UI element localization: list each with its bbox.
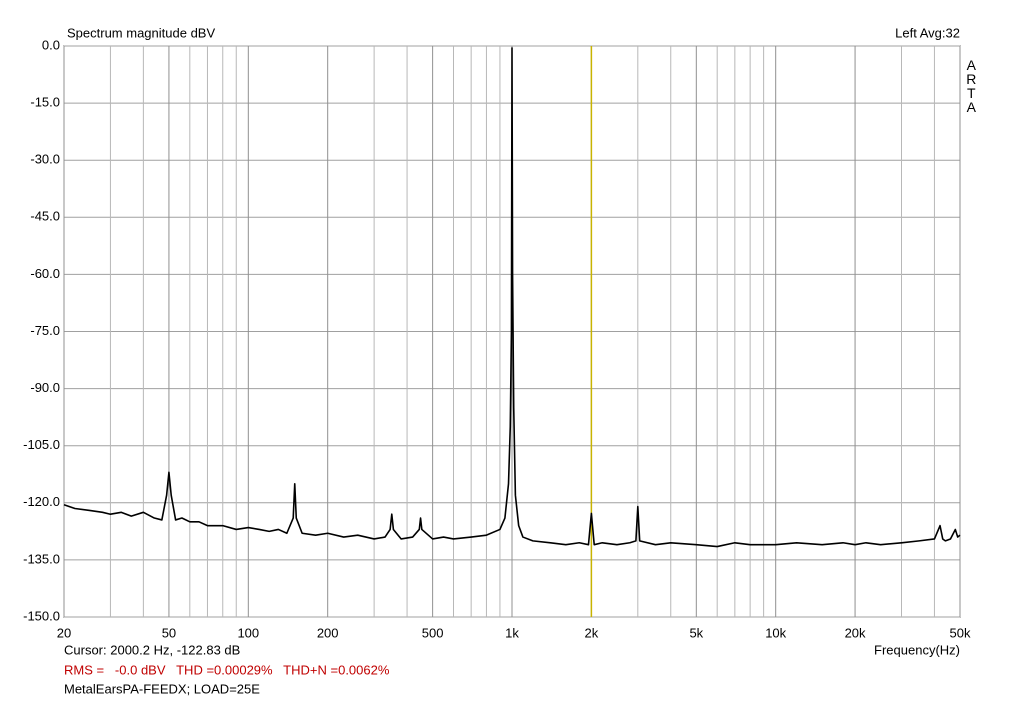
y-tick-label: -75.0 bbox=[30, 323, 60, 338]
y-tick-label: -30.0 bbox=[30, 152, 60, 167]
y-tick-label: -60.0 bbox=[30, 266, 60, 281]
y-tick-label: -135.0 bbox=[23, 551, 60, 566]
x-tick-label: 500 bbox=[422, 625, 444, 640]
x-tick-label: 20 bbox=[57, 625, 71, 640]
x-tick-label: 1k bbox=[505, 625, 519, 640]
y-tick-label: -150.0 bbox=[23, 608, 60, 623]
x-tick-label: 50k bbox=[950, 625, 971, 640]
y-tick-label: -90.0 bbox=[30, 380, 60, 395]
y-tick-label: -45.0 bbox=[30, 209, 60, 224]
footer: MetalEarsPA-FEEDX; LOAD=25E bbox=[64, 681, 260, 696]
x-tick-label: 200 bbox=[317, 625, 339, 640]
x-tick-label: 5k bbox=[689, 625, 703, 640]
x-tick-label: 2k bbox=[585, 625, 599, 640]
x-tick-label: 50 bbox=[162, 625, 176, 640]
channel-label: Left Avg:32 bbox=[895, 25, 960, 40]
x-tick-label: 20k bbox=[845, 625, 866, 640]
brand: ARTA bbox=[963, 57, 979, 113]
spectrum-line bbox=[63, 47, 961, 548]
x-axis-label: Frequency(Hz) bbox=[874, 642, 960, 657]
y-tick-label: -105.0 bbox=[23, 437, 60, 452]
y-tick-label: -15.0 bbox=[30, 95, 60, 110]
x-tick-label: 100 bbox=[237, 625, 259, 640]
x-tick-label: 10k bbox=[765, 625, 786, 640]
chart-title: Spectrum magnitude dBV bbox=[67, 25, 215, 40]
cursor-text: Cursor: 2000.2 Hz, -122.83 dB bbox=[64, 642, 240, 657]
y-tick-label: -120.0 bbox=[23, 494, 60, 509]
y-tick-label: 0.0 bbox=[42, 37, 60, 52]
measurements: RMS = -0.0 dBV THD =0.00029% THD+N =0.00… bbox=[64, 662, 390, 677]
